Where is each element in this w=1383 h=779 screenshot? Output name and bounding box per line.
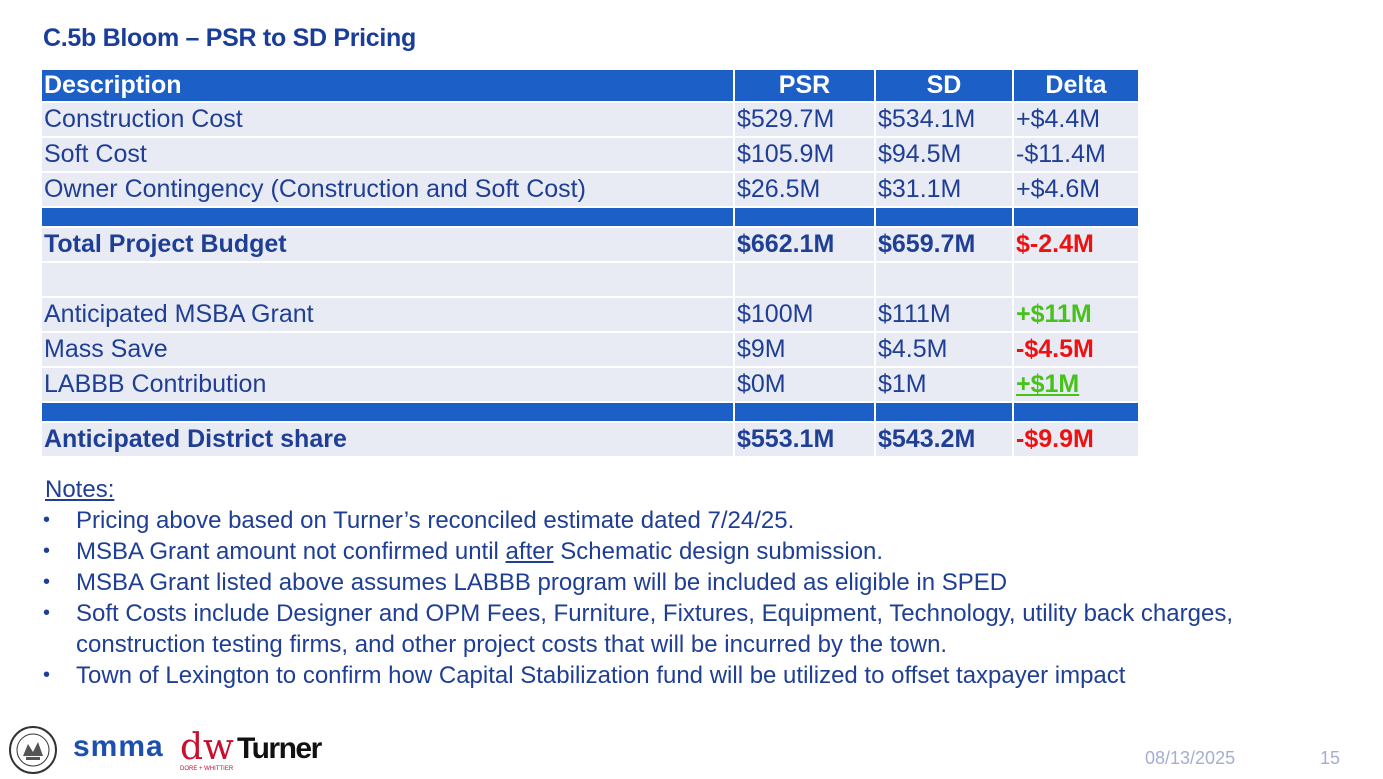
district-share-row: Anticipated District share $553.1M $543.… bbox=[40, 421, 1140, 458]
cell-sd: $1M bbox=[874, 366, 1014, 403]
note-item: MSBA Grant amount not confirmed until af… bbox=[42, 536, 1362, 567]
cell-description: Anticipated MSBA Grant bbox=[40, 296, 735, 333]
cell-psr: $100M bbox=[733, 296, 876, 333]
cell-description: Mass Save bbox=[40, 331, 735, 368]
notes-heading: Notes: bbox=[45, 476, 115, 503]
note-text: Schematic design submission. bbox=[553, 538, 884, 565]
cell-description: LABBB Contribution bbox=[40, 366, 735, 403]
table-row: Construction Cost $529.7M $534.1M +$4.4M bbox=[40, 101, 1140, 138]
town-seal-logo bbox=[9, 726, 57, 774]
cell-psr: $0M bbox=[733, 366, 876, 403]
header-delta: Delta bbox=[1012, 68, 1140, 103]
cell-sd: $94.5M bbox=[874, 136, 1014, 173]
table-row: Owner Contingency (Construction and Soft… bbox=[40, 171, 1140, 208]
cell-description: Total Project Budget bbox=[40, 226, 735, 263]
header-psr: PSR bbox=[733, 68, 876, 103]
table-row: Mass Save $9M $4.5M -$4.5M bbox=[40, 331, 1140, 368]
cell-psr: $9M bbox=[733, 331, 876, 368]
table-row: Anticipated MSBA Grant $100M $111M +$11M bbox=[40, 296, 1140, 333]
header-description: Description bbox=[40, 68, 735, 103]
cell-psr: $105.9M bbox=[733, 136, 876, 173]
turner-logo: Turner bbox=[237, 732, 322, 765]
table-row: LABBB Contribution $0M $1M +$1M bbox=[40, 366, 1140, 403]
pricing-table: Description PSR SD Delta Construction Co… bbox=[40, 68, 1140, 458]
cell-psr: $662.1M bbox=[733, 226, 876, 263]
slide-date: 08/13/2025 bbox=[1145, 748, 1236, 768]
cell-delta: -$11.4M bbox=[1012, 136, 1140, 173]
cell-delta: +$11M bbox=[1012, 296, 1140, 333]
note-emphasis: after bbox=[505, 538, 554, 565]
table-header-row: Description PSR SD Delta bbox=[40, 68, 1140, 103]
cell-psr: $553.1M bbox=[733, 421, 876, 458]
footer-logos: smma dw DORE + WHITTIER Turner bbox=[8, 722, 338, 777]
cell-sd: $534.1M bbox=[874, 101, 1014, 138]
cell-psr: $26.5M bbox=[733, 171, 876, 208]
cell-delta: +$4.4M bbox=[1012, 101, 1140, 138]
cell-sd: $4.5M bbox=[874, 331, 1014, 368]
separator-band bbox=[40, 401, 1140, 423]
separator-band bbox=[40, 206, 1140, 228]
page-number: 15 bbox=[1320, 748, 1341, 768]
cell-delta: +$1M bbox=[1016, 370, 1080, 398]
slide-title: C.5b Bloom – PSR to SD Pricing bbox=[43, 24, 416, 52]
header-sd: SD bbox=[874, 68, 1014, 103]
cell-description: Owner Contingency (Construction and Soft… bbox=[40, 171, 735, 208]
cell-delta: +$4.6M bbox=[1012, 171, 1140, 208]
cell-delta: -$4.5M bbox=[1012, 331, 1140, 368]
smma-logo: smma bbox=[73, 730, 164, 763]
dw-logo-subtitle: DORE + WHITTIER bbox=[180, 766, 234, 772]
notes-list: Pricing above based on Turner’s reconcil… bbox=[42, 505, 1362, 691]
cell-description: Anticipated District share bbox=[40, 421, 735, 458]
notes-section: Notes: Pricing above based on Turner’s r… bbox=[42, 474, 1362, 691]
note-text: MSBA Grant amount not confirmed until bbox=[76, 538, 506, 565]
cell-psr: $529.7M bbox=[733, 101, 876, 138]
note-item: Town of Lexington to confirm how Capital… bbox=[42, 660, 1362, 691]
cell-sd: $111M bbox=[874, 296, 1014, 333]
note-item: MSBA Grant listed above assumes LABBB pr… bbox=[42, 567, 1362, 598]
cell-sd: $543.2M bbox=[874, 421, 1014, 458]
table-row: Soft Cost $105.9M $94.5M -$11.4M bbox=[40, 136, 1140, 173]
note-item: Soft Costs include Designer and OPM Fees… bbox=[42, 598, 1362, 660]
note-item: Pricing above based on Turner’s reconcil… bbox=[42, 505, 1362, 536]
cell-description: Construction Cost bbox=[40, 101, 735, 138]
total-row: Total Project Budget $662.1M $659.7M $-2… bbox=[40, 226, 1140, 263]
cell-delta: -$9.9M bbox=[1012, 421, 1140, 458]
cell-sd: $31.1M bbox=[874, 171, 1014, 208]
empty-row bbox=[40, 261, 1140, 298]
dw-logo: dw bbox=[180, 727, 234, 768]
cell-delta: $-2.4M bbox=[1012, 226, 1140, 263]
cell-description: Soft Cost bbox=[40, 136, 735, 173]
cell-sd: $659.7M bbox=[874, 226, 1014, 263]
